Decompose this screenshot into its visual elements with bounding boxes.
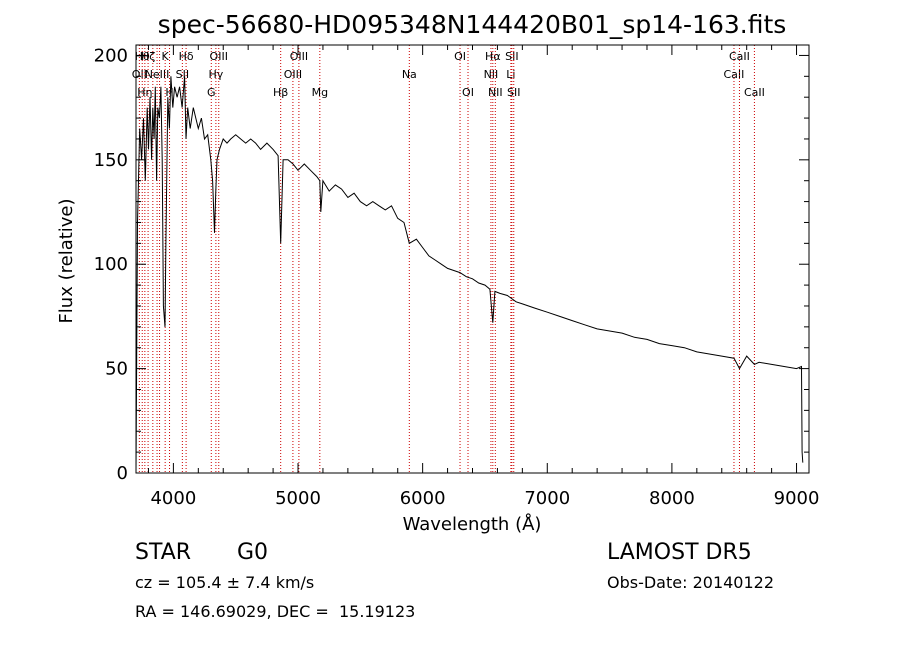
y-axis-label: Flux (relative) <box>56 198 77 323</box>
line-marker-label: Hβ <box>273 86 288 99</box>
x-tick-label: 7000 <box>524 488 570 509</box>
line-marker-label: OI <box>454 50 466 63</box>
spectrum-line <box>135 76 804 474</box>
redshift-cz: cz = 105.4 ± 7.4 km/s <box>135 573 315 592</box>
x-axis: 4000 5000 6000 7000 8000 9000 <box>147 45 820 509</box>
line-marker-label: CaII <box>724 68 745 81</box>
line-marker-label: Mg <box>312 86 328 99</box>
y-tick-label: 200 <box>94 45 128 66</box>
line-marker-label: Li <box>506 68 515 81</box>
object-subclass: G0 <box>237 540 269 565</box>
obs-date: Obs-Date: 20140122 <box>607 573 775 592</box>
line-marker-label: Hη <box>137 86 152 99</box>
x-tick-label: 8000 <box>649 488 695 509</box>
line-marker-label: OIII <box>290 50 308 63</box>
x-tick-label: 4000 <box>150 488 196 509</box>
line-marker-label: H <box>165 86 173 99</box>
y-tick-label: 0 <box>117 463 128 484</box>
y-tick-label: 100 <box>94 254 128 275</box>
line-marker-label: Hζ <box>141 50 155 63</box>
object-class: STAR <box>135 540 192 565</box>
line-marker-label: G <box>207 86 216 99</box>
line-marker-label: Hθ <box>135 50 150 63</box>
line-marker-label: SII <box>505 50 518 63</box>
plot-frame <box>135 44 810 474</box>
line-marker-label: OI <box>462 86 474 99</box>
x-tick-label: 5000 <box>275 488 321 509</box>
line-marker-label: Hγ <box>208 68 223 81</box>
line-marker-label: CaII <box>744 86 765 99</box>
line-marker-label: K <box>162 50 170 63</box>
line-marker-label: NeIII <box>145 68 170 81</box>
x-axis-label: Wavelength (Å) <box>403 513 542 535</box>
ra-dec: RA = 146.69029, DEC = 15.19123 <box>135 602 416 621</box>
line-marker-label: OIII <box>210 50 228 63</box>
survey-name: LAMOST DR5 <box>607 540 752 565</box>
line-markers: OIIHθHηHζNeIIIKHSIIHδGHγOIIIHβOIIIOIIIMg… <box>132 45 765 473</box>
line-marker-label: Na <box>402 68 417 81</box>
line-marker-label: Hα <box>485 50 501 63</box>
line-marker-label: CaII <box>729 50 750 63</box>
line-marker-label: SII <box>176 68 189 81</box>
line-marker-label: NII <box>488 86 503 99</box>
line-marker-label: SII <box>507 86 520 99</box>
x-tick-label: 6000 <box>400 488 446 509</box>
line-marker-label: NII <box>484 68 499 81</box>
chart-title: spec-56680-HD095348N144420B01_sp14-163.f… <box>158 10 787 39</box>
line-marker-label: Hδ <box>179 50 194 63</box>
y-tick-label: 150 <box>94 150 128 171</box>
x-tick-label: 9000 <box>774 488 820 509</box>
y-axis: 0 50 100 150 200 <box>94 45 809 484</box>
y-tick-label: 50 <box>105 359 128 380</box>
line-marker-label: OIII <box>284 68 302 81</box>
